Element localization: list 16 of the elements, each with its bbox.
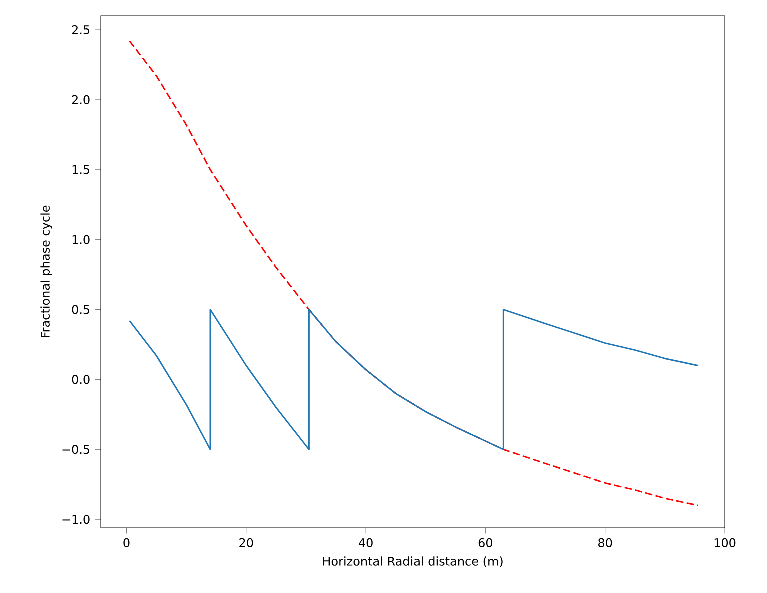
x-tick-label: 100 xyxy=(714,538,736,548)
x-tick-label: 0 xyxy=(124,538,130,548)
x-tick-label: 40 xyxy=(358,538,373,548)
y-tick-label: 1.5 xyxy=(72,165,90,174)
x-tick-label: 20 xyxy=(240,538,254,548)
x-tick-label: 60 xyxy=(478,538,493,548)
x-tick-label: 80 xyxy=(598,538,612,548)
y-tick-label: 2.5 xyxy=(72,25,90,35)
y-axis-title: Fractional phase cycle xyxy=(40,206,52,338)
y-tick-label: 1.0 xyxy=(72,235,90,244)
y-tick-label: 0.0 xyxy=(72,375,90,384)
x-axis-title: Horizontal Radial distance (m) xyxy=(323,556,503,568)
y-tick-label: −0.5 xyxy=(62,445,90,454)
y-tick-label: 0.5 xyxy=(72,305,90,314)
y-tick-label: 2.0 xyxy=(72,95,90,104)
y-tick-label: −1.0 xyxy=(62,515,90,524)
